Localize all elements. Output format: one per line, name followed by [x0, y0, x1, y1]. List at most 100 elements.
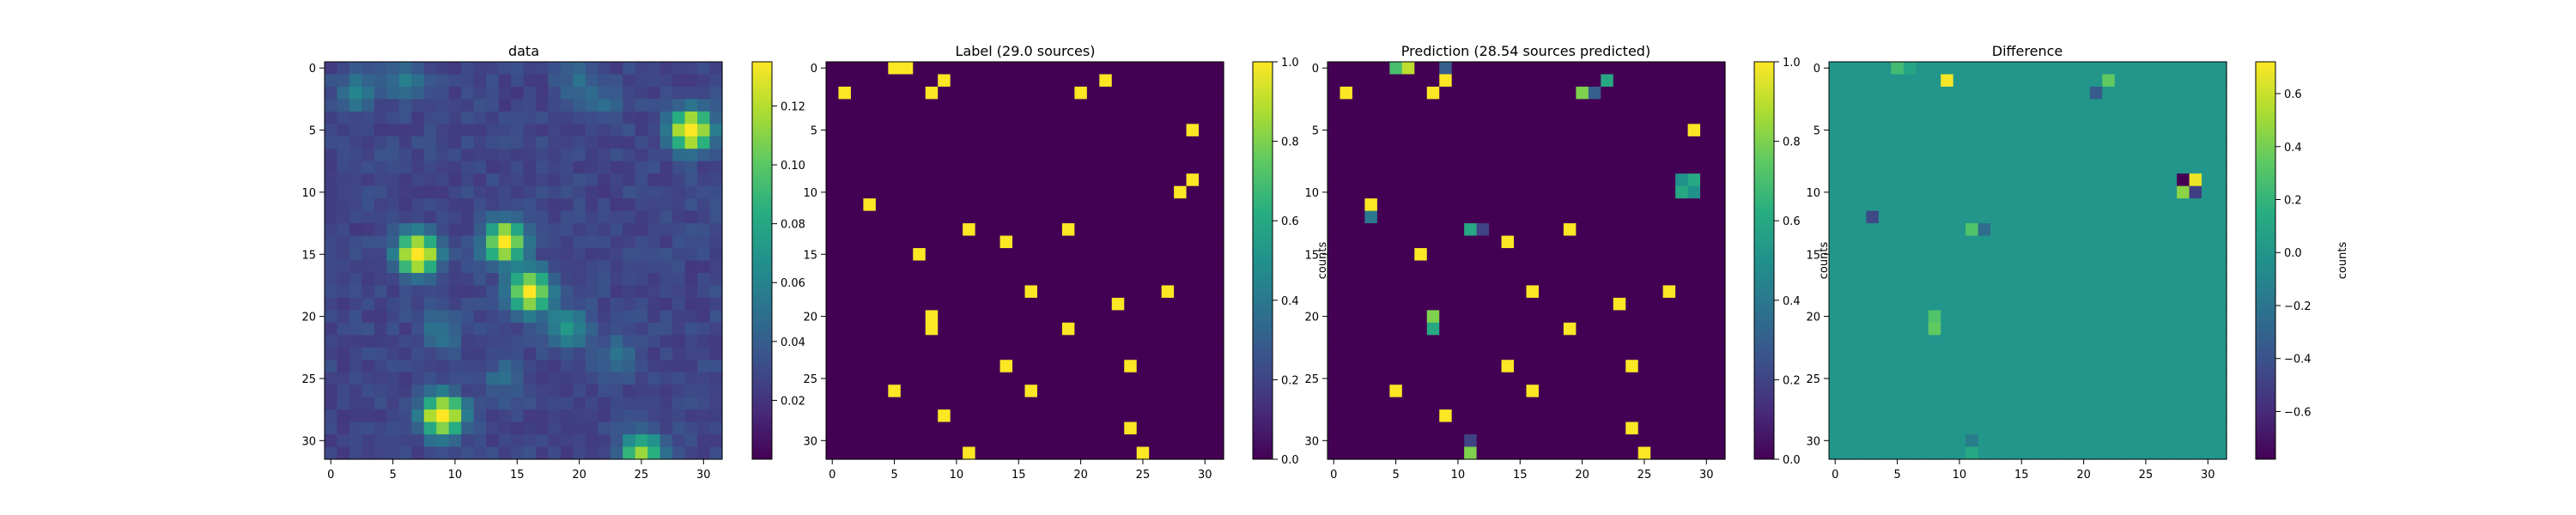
heatmap-cell: [1401, 310, 1415, 324]
heatmap-cell: [461, 198, 475, 212]
heatmap-cell: [1036, 99, 1051, 112]
heatmap-cell: [2064, 124, 2078, 137]
heatmap-cell: [548, 161, 562, 174]
heatmap-cell: [1675, 297, 1689, 311]
heatmap-cell: [1489, 285, 1503, 299]
heatmap-cell: [398, 235, 412, 249]
heatmap-cell: [2002, 360, 2016, 373]
heatmap-cell: [1024, 74, 1038, 88]
heatmap-cell: [1551, 397, 1564, 410]
heatmap-cell: [1953, 372, 1966, 385]
heatmap-cell: [1841, 446, 1855, 460]
heatmap-cell: [1978, 297, 1991, 311]
heatmap-cell: [684, 385, 698, 398]
heatmap-cell: [850, 136, 865, 149]
heatmap-cell: [1538, 223, 1552, 237]
heatmap-cell: [1124, 335, 1138, 348]
heatmap-cell: [1953, 223, 1966, 237]
heatmap-cell: [1601, 260, 1614, 274]
heatmap-cell: [1049, 161, 1063, 174]
heatmap-cell: [659, 223, 673, 237]
heatmap-cell: [1853, 185, 1868, 199]
heatmap-cell: [1426, 434, 1440, 448]
heatmap-cell: [535, 111, 550, 124]
heatmap-cell: [1853, 385, 1868, 398]
heatmap-cell: [349, 124, 363, 137]
heatmap-cell: [2189, 148, 2202, 162]
heatmap-cell: [684, 86, 698, 100]
heatmap-cell: [337, 99, 350, 112]
heatmap-cell: [473, 360, 487, 373]
heatmap-cell: [1829, 446, 1843, 460]
heatmap-cell: [888, 148, 902, 162]
heatmap-cell: [2214, 421, 2227, 435]
heatmap-cell: [1389, 173, 1403, 187]
heatmap-cell: [635, 62, 648, 76]
heatmap-cell: [1891, 62, 1905, 76]
heatmap-cell: [2089, 397, 2103, 410]
heatmap-cell: [913, 335, 927, 348]
heatmap-cell: [535, 99, 550, 112]
heatmap-cell: [1211, 136, 1224, 149]
heatmap-cell: [1514, 347, 1528, 360]
heatmap-cell: [659, 434, 673, 448]
heatmap-cell: [1526, 74, 1540, 88]
heatmap-cell: [2202, 124, 2215, 137]
heatmap-cell: [2127, 185, 2141, 199]
heatmap-cell: [2139, 434, 2153, 448]
heatmap-cell: [1526, 185, 1540, 199]
heatmap-cell: [2102, 198, 2116, 212]
heatmap-cell: [635, 248, 648, 262]
heatmap-cell: [2052, 421, 2066, 435]
panel-label-title: Label (29.0 sources): [956, 43, 1096, 59]
heatmap-cell: [610, 148, 623, 162]
heatmap-cell: [2189, 62, 2202, 76]
heatmap-cell: [863, 347, 877, 360]
heatmap-cell: [2189, 223, 2202, 237]
heatmap-cell: [1136, 74, 1150, 88]
heatmap-cell: [461, 148, 475, 162]
heatmap-cell: [2202, 397, 2215, 410]
heatmap-cell: [535, 185, 550, 199]
heatmap-cell: [548, 322, 562, 336]
heatmap-cell: [1376, 297, 1390, 311]
heatmap-cell: [950, 446, 963, 460]
heatmap-cell: [386, 347, 400, 360]
heatmap-cell: [511, 272, 525, 287]
heatmap-cell: [1928, 434, 1941, 448]
heatmap-cell: [1588, 111, 1601, 124]
heatmap-cell: [1086, 285, 1100, 299]
heatmap-cell: [1061, 235, 1075, 249]
heatmap-cell: [709, 310, 723, 324]
heatmap-cell: [1049, 409, 1063, 423]
heatmap-cell: [1588, 210, 1601, 224]
heatmap-cell: [2189, 285, 2202, 299]
heatmap-cell: [1124, 397, 1138, 410]
heatmap-cell: [1149, 372, 1163, 385]
heatmap-cell: [2127, 297, 2141, 311]
heatmap-cell: [1136, 62, 1150, 76]
heatmap-cell: [1111, 248, 1125, 262]
heatmap-cell: [875, 111, 889, 124]
heatmap-cell: [1953, 99, 1966, 112]
heatmap-cell: [1941, 136, 1954, 149]
heatmap-cell: [2089, 434, 2103, 448]
heatmap-cell: [1099, 385, 1113, 398]
heatmap-cell: [2039, 285, 2054, 299]
heatmap-cell: [1099, 297, 1113, 311]
heatmap-cell: [1464, 347, 1478, 360]
heatmap-cell: [1489, 173, 1503, 187]
heatmap-cell: [1024, 409, 1038, 423]
heatmap-cell: [963, 446, 976, 460]
heatmap-cell: [1650, 446, 1664, 460]
heatmap-cell: [1451, 86, 1465, 100]
y-tick-label: 20: [1304, 312, 1319, 324]
heatmap-cell: [913, 272, 927, 287]
heatmap-cell: [1916, 446, 1929, 460]
heatmap-cell: [1186, 434, 1200, 448]
heatmap-cell: [448, 385, 462, 398]
heatmap-cell: [1364, 397, 1378, 410]
heatmap-cell: [486, 136, 500, 149]
heatmap-cell: [1327, 136, 1341, 149]
